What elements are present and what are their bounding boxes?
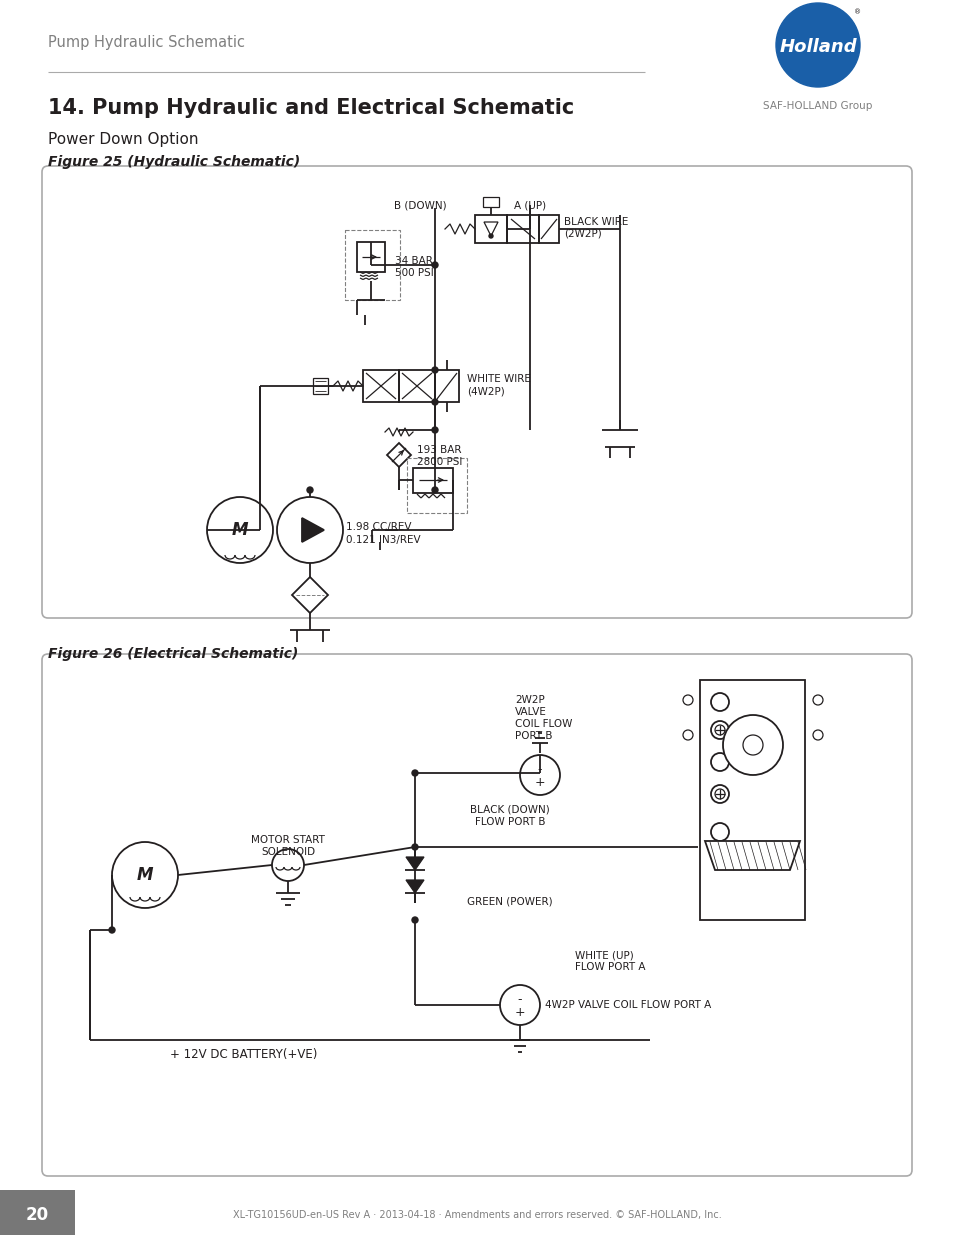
Text: A (UP): A (UP) (514, 200, 545, 210)
Circle shape (682, 695, 692, 705)
Text: Power Down Option: Power Down Option (48, 132, 198, 147)
Text: + 12V DC BATTERY(+VE): + 12V DC BATTERY(+VE) (170, 1049, 317, 1061)
Text: VALVE: VALVE (515, 706, 546, 718)
Circle shape (112, 842, 178, 908)
Text: 4W2P VALVE COIL FLOW PORT A: 4W2P VALVE COIL FLOW PORT A (544, 1000, 711, 1010)
Bar (407, 458, 467, 513)
Text: +: + (515, 1005, 525, 1019)
Text: 34 BAR: 34 BAR (395, 256, 433, 266)
Bar (506, 215, 538, 243)
Circle shape (710, 693, 728, 711)
Bar (700, 680, 804, 920)
Circle shape (272, 848, 304, 881)
Bar (435, 370, 458, 403)
Bar (398, 370, 435, 403)
Text: MOTOR START: MOTOR START (251, 835, 325, 845)
Text: M: M (232, 521, 248, 538)
Bar (0, 1191, 75, 1235)
Text: ®: ® (853, 9, 861, 15)
Circle shape (432, 427, 437, 433)
Polygon shape (292, 577, 328, 613)
Circle shape (412, 769, 417, 776)
Circle shape (682, 730, 692, 740)
Text: 14. Pump Hydraulic and Electrical Schematic: 14. Pump Hydraulic and Electrical Schema… (48, 98, 574, 119)
Text: +: + (534, 776, 545, 788)
Bar (313, 378, 328, 394)
Polygon shape (704, 841, 800, 869)
Circle shape (710, 823, 728, 841)
Text: (2W2P): (2W2P) (563, 228, 601, 240)
Text: 20: 20 (26, 1207, 49, 1224)
Circle shape (742, 735, 762, 755)
Text: (4W2P): (4W2P) (467, 387, 504, 396)
Text: 2W2P: 2W2P (515, 695, 544, 705)
Text: M: M (136, 866, 153, 884)
Circle shape (109, 927, 115, 932)
Polygon shape (302, 517, 324, 542)
Circle shape (489, 233, 493, 238)
Circle shape (207, 496, 273, 563)
Circle shape (775, 2, 859, 86)
Text: 193 BAR: 193 BAR (416, 445, 461, 454)
Text: -: - (537, 763, 541, 777)
Text: FLOW PORT A: FLOW PORT A (575, 962, 645, 972)
Text: B (DOWN): B (DOWN) (394, 200, 446, 210)
Circle shape (812, 730, 822, 740)
Bar (538, 215, 558, 243)
Circle shape (499, 986, 539, 1025)
Bar (413, 468, 453, 493)
Bar (345, 230, 399, 300)
Text: BLACK WIRE: BLACK WIRE (563, 217, 628, 227)
Text: Pump Hydraulic Schematic: Pump Hydraulic Schematic (48, 35, 245, 49)
Text: WHITE WIRE: WHITE WIRE (467, 374, 530, 384)
Circle shape (412, 844, 417, 850)
Text: SOLENOID: SOLENOID (261, 847, 314, 857)
Circle shape (432, 262, 437, 268)
Polygon shape (406, 881, 423, 893)
Bar (482, 198, 498, 207)
Circle shape (710, 753, 728, 771)
Circle shape (519, 755, 559, 795)
Text: Figure 26 (Electrical Schematic): Figure 26 (Electrical Schematic) (48, 647, 298, 661)
FancyBboxPatch shape (42, 655, 911, 1176)
Text: SAF-HOLLAND Group: SAF-HOLLAND Group (762, 101, 872, 111)
Text: FLOW PORT B: FLOW PORT B (475, 818, 545, 827)
Circle shape (710, 785, 728, 803)
Text: Figure 25 (Hydraulic Schematic): Figure 25 (Hydraulic Schematic) (48, 156, 300, 169)
Text: Holland: Holland (779, 38, 856, 56)
Text: 0.121 IN3/REV: 0.121 IN3/REV (346, 535, 420, 545)
Polygon shape (406, 857, 423, 869)
Circle shape (432, 487, 437, 493)
Text: GREEN (POWER): GREEN (POWER) (467, 897, 552, 906)
Text: BLACK (DOWN): BLACK (DOWN) (470, 805, 549, 815)
Bar (363, 370, 398, 403)
Circle shape (412, 918, 417, 923)
Circle shape (432, 367, 437, 373)
Text: XL-TG10156UD-en-US Rev A · 2013-04-18 · Amendments and errors reserved. © SAF-HO: XL-TG10156UD-en-US Rev A · 2013-04-18 · … (233, 1210, 720, 1220)
Circle shape (432, 399, 437, 405)
Text: 500 PSI: 500 PSI (395, 268, 434, 278)
Text: COIL FLOW: COIL FLOW (515, 719, 572, 729)
Text: 1.98 CC/REV: 1.98 CC/REV (346, 522, 411, 532)
Bar (356, 242, 385, 272)
Circle shape (710, 721, 728, 739)
Text: 2800 PSI: 2800 PSI (416, 457, 462, 467)
Circle shape (276, 496, 343, 563)
Text: PORT B: PORT B (515, 731, 552, 741)
Circle shape (812, 695, 822, 705)
Text: WHITE (UP): WHITE (UP) (575, 950, 633, 960)
Bar (475, 215, 506, 243)
FancyBboxPatch shape (42, 165, 911, 618)
Circle shape (307, 487, 313, 493)
Text: -: - (517, 993, 521, 1007)
Circle shape (722, 715, 782, 776)
